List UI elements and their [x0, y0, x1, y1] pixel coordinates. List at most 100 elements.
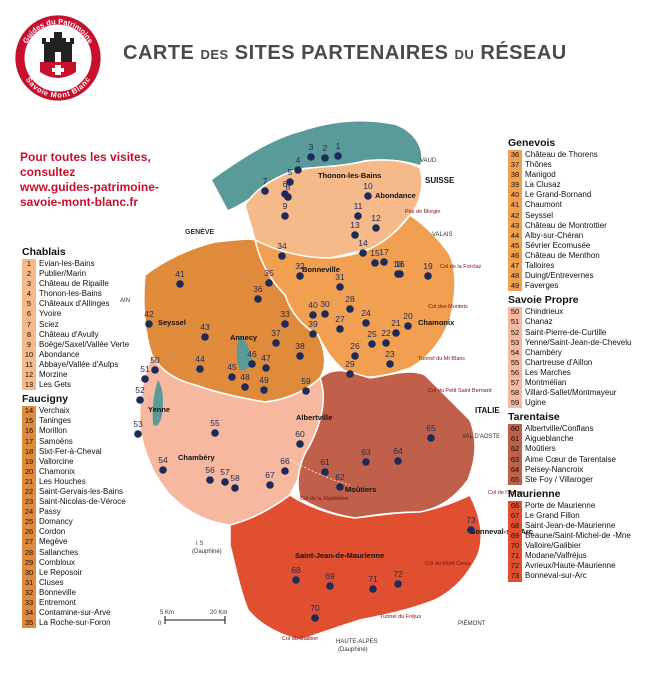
site-marker-icon[interactable]	[382, 339, 390, 347]
site-marker-icon[interactable]	[261, 187, 269, 195]
legend-item: 25 Domancy	[22, 517, 129, 528]
site-marker-icon[interactable]	[351, 352, 359, 360]
site-marker-icon[interactable]	[334, 152, 342, 160]
site-marker-icon[interactable]	[309, 311, 317, 319]
site-marker-icon[interactable]	[296, 272, 304, 280]
site-marker-icon[interactable]	[136, 396, 144, 404]
site-marker-icon[interactable]	[292, 576, 300, 584]
legend-label: Seyssel	[525, 210, 554, 220]
site-marker-icon[interactable]	[336, 483, 344, 491]
legend-item: 50 Chindrieux	[508, 307, 631, 318]
site-marker-icon[interactable]	[424, 272, 432, 280]
legend-label: Chamonix	[39, 466, 76, 476]
site-marker-icon[interactable]	[326, 582, 334, 590]
legend-item: 38 Manigod	[508, 170, 631, 181]
site-marker-icon[interactable]	[336, 283, 344, 291]
legend-number: 11	[22, 359, 36, 371]
site-marker-icon[interactable]	[151, 366, 159, 374]
site-marker-icon[interactable]	[221, 478, 229, 486]
legend-item: 63 Aime Cœur de Tarentaise	[508, 454, 631, 465]
site-marker-icon[interactable]	[392, 329, 400, 337]
site-marker-icon[interactable]	[145, 320, 153, 328]
site-number: 41	[175, 269, 185, 279]
site-marker-icon[interactable]	[359, 249, 367, 257]
site-marker-icon[interactable]	[404, 322, 412, 330]
site-marker-icon[interactable]	[362, 319, 370, 327]
site-marker-icon[interactable]	[394, 270, 402, 278]
site-marker-icon[interactable]	[281, 467, 289, 475]
site-marker-icon[interactable]	[380, 258, 388, 266]
legend-number: 48	[508, 271, 522, 282]
site-marker-icon[interactable]	[351, 231, 359, 239]
site-marker-icon[interactable]	[196, 365, 204, 373]
site-number: 46	[247, 349, 257, 359]
legend-item: 1 Evian-les-Bains	[22, 259, 129, 270]
legend-number: 5	[22, 299, 36, 310]
pass-label: Col du Petit Saint Bernard	[428, 388, 492, 394]
town-label: Chamonix	[418, 318, 455, 327]
site-marker-icon[interactable]	[141, 375, 149, 383]
site-marker-icon[interactable]	[281, 320, 289, 328]
site-marker-icon[interactable]	[176, 280, 184, 288]
site-marker-icon[interactable]	[369, 585, 377, 593]
site-number: 71	[368, 574, 378, 584]
site-marker-icon[interactable]	[364, 192, 372, 200]
site-marker-icon[interactable]	[231, 484, 239, 492]
site-number: 58	[230, 473, 240, 483]
site-marker-icon[interactable]	[346, 370, 354, 378]
site-marker-icon[interactable]	[272, 339, 280, 347]
site-marker-icon[interactable]	[265, 279, 273, 287]
site-marker-icon[interactable]	[254, 295, 262, 303]
promo-link[interactable]: www.guides-patrimoine-	[20, 180, 159, 194]
site-marker-icon[interactable]	[211, 429, 219, 437]
site-marker-icon[interactable]	[302, 387, 310, 395]
site-marker-icon[interactable]	[284, 193, 292, 201]
site-number: 24	[361, 308, 371, 318]
legend-label: Château de Montrottier	[525, 220, 607, 230]
site-marker-icon[interactable]	[354, 212, 362, 220]
site-marker-icon[interactable]	[262, 364, 270, 372]
site-marker-icon[interactable]	[260, 386, 268, 394]
town-label: Bonneval-sur-Arc	[470, 527, 533, 536]
site-marker-icon[interactable]	[307, 153, 315, 161]
site-marker-icon[interactable]	[241, 383, 249, 391]
site-marker-icon[interactable]	[228, 373, 236, 381]
pass-label: Col des Montets	[428, 304, 468, 310]
site-marker-icon[interactable]	[386, 360, 394, 368]
site-marker-icon[interactable]	[368, 340, 376, 348]
site-marker-icon[interactable]	[286, 178, 294, 186]
site-marker-icon[interactable]	[346, 305, 354, 313]
site-marker-icon[interactable]	[427, 434, 435, 442]
legend-item: 54 Chambéry	[508, 347, 631, 358]
site-marker-icon[interactable]	[294, 166, 302, 174]
site-marker-icon[interactable]	[266, 481, 274, 489]
site-marker-icon[interactable]	[371, 259, 379, 267]
site-marker-icon[interactable]	[296, 352, 304, 360]
site-marker-icon[interactable]	[321, 310, 329, 318]
site-marker-icon[interactable]	[336, 325, 344, 333]
legend-item: 29 Combloux	[22, 557, 129, 568]
promo-link[interactable]: savoie-mont-blanc.fr	[20, 195, 139, 209]
site-marker-icon[interactable]	[467, 526, 475, 534]
site-marker-icon[interactable]	[311, 614, 319, 622]
site-marker-icon[interactable]	[159, 466, 167, 474]
site-marker-icon[interactable]	[394, 580, 402, 588]
site-marker-icon[interactable]	[278, 252, 286, 260]
site-marker-icon[interactable]	[281, 212, 289, 220]
site-marker-icon[interactable]	[321, 468, 329, 476]
site-marker-icon[interactable]	[296, 440, 304, 448]
site-marker-icon[interactable]	[201, 333, 209, 341]
site-marker-icon[interactable]	[372, 224, 380, 232]
site-marker-icon[interactable]	[134, 430, 142, 438]
legend-item: 69 Beaune/Saint-Michel-de -Mne	[508, 531, 631, 542]
site-marker-icon[interactable]	[248, 360, 256, 368]
site-marker-icon[interactable]	[206, 476, 214, 484]
site-marker-icon[interactable]	[309, 330, 317, 338]
legend-number: 57	[508, 377, 522, 389]
site-marker-icon[interactable]	[321, 154, 329, 162]
country-label: SUISSE	[425, 176, 455, 185]
site-marker-icon[interactable]	[362, 458, 370, 466]
site-marker-icon[interactable]	[394, 457, 402, 465]
legend-number: 62	[508, 444, 522, 455]
site-number: 9	[283, 201, 288, 211]
